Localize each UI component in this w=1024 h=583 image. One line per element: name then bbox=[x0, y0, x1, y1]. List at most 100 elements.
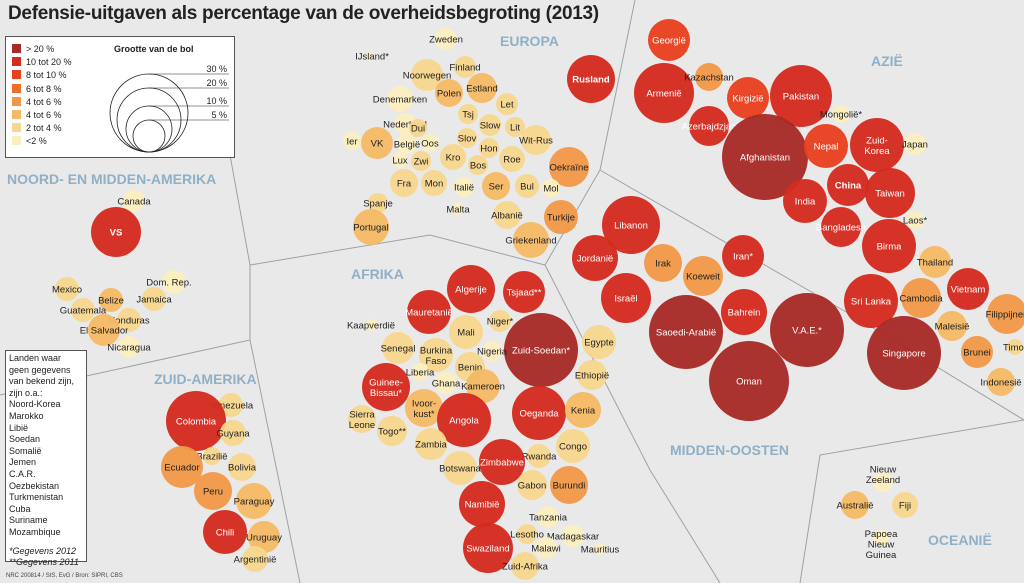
bubble-liberia bbox=[411, 363, 429, 381]
label-zambia: Zambia bbox=[415, 440, 447, 451]
label-thailand: Thailand bbox=[917, 258, 953, 269]
size-label-10: 10 % bbox=[206, 96, 227, 106]
bubble-niger bbox=[489, 310, 511, 332]
bubble-mauretanie bbox=[407, 290, 451, 334]
label-singapore: Singapore bbox=[882, 349, 925, 360]
bubble-denemarken bbox=[387, 86, 413, 112]
label-guatemala: Guatemala bbox=[60, 306, 107, 317]
legend-item: 4 tot 6 % bbox=[12, 96, 62, 108]
bubble-mongolie bbox=[832, 105, 850, 123]
bubble-tanzania bbox=[537, 506, 559, 528]
divider-southamerica bbox=[249, 339, 301, 583]
bubble-colombia bbox=[166, 391, 226, 451]
bubble-vietnam bbox=[947, 268, 989, 310]
bubble-venezuela bbox=[219, 393, 243, 417]
label-kaapverdie: Kaapverdië bbox=[347, 321, 395, 332]
label-noorwegen: Noorwegen bbox=[403, 71, 452, 82]
bubble-malawi bbox=[535, 537, 557, 559]
bubble-brunei bbox=[961, 336, 993, 368]
bubble-japan bbox=[904, 133, 926, 155]
bubble-nicaragua bbox=[118, 336, 140, 358]
note-line: Cuba bbox=[9, 503, 31, 514]
legend-label: 4 tot 6 % bbox=[26, 96, 62, 107]
bubble-roe bbox=[499, 146, 525, 172]
bubble-tsj bbox=[458, 104, 478, 124]
source-credit: NRC 200814 / StS, EvG / Bron: SIPRI, CBS bbox=[6, 573, 123, 579]
label-jordanie: Jordanië bbox=[577, 254, 613, 265]
label-let: Let bbox=[500, 100, 514, 111]
label-togo: Togo** bbox=[378, 427, 406, 438]
bubble-polen bbox=[435, 79, 463, 107]
bubble-maleisie bbox=[937, 311, 967, 341]
bubble-bos bbox=[468, 155, 488, 175]
bubble-ijsland bbox=[366, 52, 374, 60]
label-ecuador: Ecuador bbox=[164, 463, 199, 474]
label-nederland: Nederland bbox=[383, 120, 427, 131]
bubble-armenie bbox=[634, 63, 694, 123]
label-tsjaad: Tsjaad** bbox=[507, 288, 542, 299]
bubble-nepal bbox=[804, 124, 848, 168]
label-belgie: België bbox=[394, 140, 420, 151]
bubble-mali bbox=[449, 315, 483, 349]
bubble-burundi bbox=[550, 466, 588, 504]
label-hon: Hon bbox=[480, 144, 497, 155]
label-zuid-afrika: Zuid-Afrika bbox=[502, 562, 549, 573]
bubble-ghana bbox=[435, 372, 457, 394]
bubble-birma bbox=[862, 219, 916, 273]
legend-item: 6 tot 8 % bbox=[12, 83, 62, 95]
size-legend: 30 % 20 % 10 % 5 % bbox=[109, 64, 229, 153]
label-fra: Fra bbox=[397, 179, 412, 190]
bubble-lesotho bbox=[517, 524, 537, 544]
bubble-chili bbox=[203, 510, 247, 554]
footnote-2011: **Gegevens 2011 bbox=[9, 557, 79, 568]
bubble-nigeria bbox=[482, 341, 502, 361]
bubble-iran bbox=[722, 235, 764, 277]
label-congo: Congo bbox=[559, 442, 587, 453]
label-chili: Chili bbox=[216, 528, 234, 539]
note-line: geen gegevens bbox=[9, 364, 71, 375]
bubble-mol bbox=[542, 179, 560, 197]
bubble-sri-lanka bbox=[844, 274, 898, 328]
bubble-slow bbox=[479, 114, 501, 136]
label-argentinie: Argentinië bbox=[234, 555, 277, 566]
bubble-zuid-afrika bbox=[511, 552, 539, 580]
note-line: Oezbekistan bbox=[9, 480, 60, 491]
bubble-oos bbox=[421, 134, 439, 152]
label-brazilie: Brazilië bbox=[196, 452, 227, 463]
region-oceanie: OCEANIË bbox=[928, 532, 992, 548]
footnote-2012: *Gegevens 2012 bbox=[9, 545, 77, 556]
bubble-madagaskar bbox=[562, 525, 584, 547]
bubble-oeganda bbox=[512, 386, 566, 440]
bubble-italie bbox=[454, 177, 474, 197]
bubble-peru bbox=[194, 472, 232, 510]
label-mauritius: Mauritius bbox=[581, 545, 620, 556]
label-canada: Canada bbox=[117, 197, 151, 208]
note-line: Soedan bbox=[9, 434, 41, 445]
bubble-thailand bbox=[919, 246, 951, 278]
bubble-timor bbox=[1007, 339, 1023, 355]
bubble-ier bbox=[343, 132, 361, 150]
region-midden-oosten: MIDDEN-OOSTEN bbox=[670, 442, 789, 458]
page-title: Defensie-uitgaven als percentage van de … bbox=[8, 3, 599, 24]
legend-label: 6 tot 8 % bbox=[26, 83, 62, 94]
label-pakistan: Pakistan bbox=[783, 92, 819, 103]
bubble-congo bbox=[556, 429, 590, 463]
bubble-kirgizie bbox=[727, 77, 769, 119]
note-line: Jemen bbox=[9, 457, 37, 468]
label-senegal: Senegal bbox=[381, 344, 416, 355]
bubble-angola bbox=[437, 393, 491, 447]
label-zweden: Zweden bbox=[429, 35, 463, 46]
region-europa: EUROPA bbox=[500, 33, 559, 49]
label-wit-rus: Wit-Rus bbox=[519, 136, 553, 147]
size-ring-10 bbox=[125, 105, 173, 153]
label-ier: Ier bbox=[346, 137, 357, 148]
label-china: China bbox=[835, 181, 862, 192]
bubble-irak bbox=[644, 244, 682, 282]
label-mali: Mali bbox=[457, 328, 474, 339]
bubble-oman bbox=[709, 341, 789, 421]
bubble-noorwegen bbox=[411, 59, 443, 91]
label-botswana: Botswana bbox=[439, 464, 481, 475]
